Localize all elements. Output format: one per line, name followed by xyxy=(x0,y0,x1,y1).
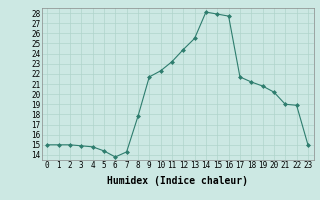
X-axis label: Humidex (Indice chaleur): Humidex (Indice chaleur) xyxy=(107,176,248,186)
